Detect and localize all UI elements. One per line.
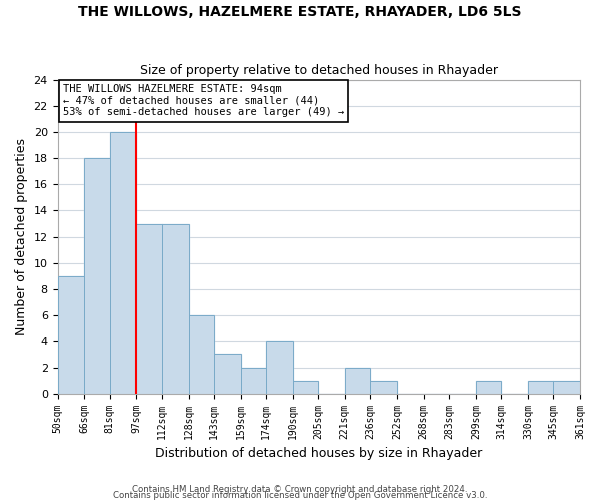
Text: THE WILLOWS HAZELMERE ESTATE: 94sqm
← 47% of detached houses are smaller (44)
53: THE WILLOWS HAZELMERE ESTATE: 94sqm ← 47… — [63, 84, 344, 117]
Bar — [345, 368, 370, 394]
Bar — [476, 380, 501, 394]
Bar — [553, 380, 580, 394]
Text: THE WILLOWS, HAZELMERE ESTATE, RHAYADER, LD6 5LS: THE WILLOWS, HAZELMERE ESTATE, RHAYADER,… — [78, 5, 522, 19]
Bar — [110, 132, 136, 394]
Bar — [293, 380, 318, 394]
Bar — [58, 276, 85, 394]
Bar — [241, 368, 266, 394]
Bar — [188, 315, 214, 394]
Bar — [161, 224, 188, 394]
X-axis label: Distribution of detached houses by size in Rhayader: Distribution of detached houses by size … — [155, 447, 482, 460]
Title: Size of property relative to detached houses in Rhayader: Size of property relative to detached ho… — [140, 64, 498, 77]
Text: Contains HM Land Registry data © Crown copyright and database right 2024.: Contains HM Land Registry data © Crown c… — [132, 484, 468, 494]
Bar — [266, 342, 293, 394]
Bar — [136, 224, 161, 394]
Bar — [528, 380, 553, 394]
Text: Contains public sector information licensed under the Open Government Licence v3: Contains public sector information licen… — [113, 490, 487, 500]
Bar — [370, 380, 397, 394]
Bar — [85, 158, 110, 394]
Y-axis label: Number of detached properties: Number of detached properties — [15, 138, 28, 335]
Bar — [214, 354, 241, 394]
